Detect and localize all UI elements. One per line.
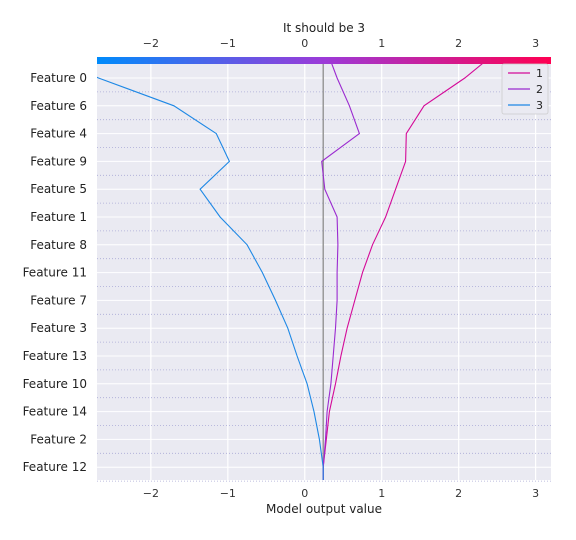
bottom-tick-label: −2 — [143, 487, 159, 500]
series-lines — [97, 63, 484, 480]
grid — [150, 63, 537, 480]
colorbar — [97, 57, 551, 64]
feature-label: Feature 10 — [23, 377, 87, 391]
feature-label: Feature 8 — [30, 238, 87, 252]
top-tick-labels: −2 −1 0 1 2 3 — [143, 37, 539, 50]
feature-label: Feature 1 — [30, 210, 87, 224]
bottom-tick-label: 3 — [532, 487, 539, 500]
feature-label: Feature 4 — [30, 127, 87, 141]
legend-label: 3 — [536, 99, 543, 112]
bottom-tick-label: 0 — [301, 487, 308, 500]
x-axis-label: Model output value — [266, 502, 382, 516]
top-tick-label: 2 — [455, 37, 462, 50]
feature-label: Feature 3 — [30, 321, 87, 335]
feature-label: Feature 7 — [30, 293, 87, 307]
series-line-3 — [97, 76, 324, 480]
feature-label: Feature 11 — [23, 266, 87, 280]
feature-label: Feature 5 — [30, 182, 87, 196]
feature-label: Feature 2 — [30, 432, 87, 446]
feature-labels: Feature 0 Feature 6 Feature 4 Feature 9 Feat… — [23, 71, 87, 474]
feature-label: Feature 12 — [23, 460, 87, 474]
top-tick-label: −1 — [220, 37, 236, 50]
bottom-tick-labels: −2 −1 0 1 2 3 — [143, 487, 539, 500]
top-tick-label: 0 — [301, 37, 308, 50]
feature-gridlines — [97, 77, 551, 482]
feature-label: Feature 9 — [30, 154, 87, 168]
series-line-1 — [322, 63, 484, 480]
top-tick-label: −2 — [143, 37, 159, 50]
bottom-tick-label: −1 — [220, 487, 236, 500]
top-tick-label: 3 — [532, 37, 539, 50]
feature-label: Feature 0 — [30, 71, 87, 85]
bottom-tick-label: 1 — [378, 487, 385, 500]
chart-title: It should be 3 — [283, 21, 365, 35]
legend-label: 1 — [536, 67, 543, 80]
series-line-2 — [321, 63, 361, 480]
legend-label: 2 — [536, 83, 543, 96]
feature-label: Feature 6 — [30, 99, 87, 113]
top-tick-label: 1 — [378, 37, 385, 50]
legend: 1 2 3 — [501, 63, 549, 115]
feature-label: Feature 13 — [23, 349, 87, 363]
feature-label: Feature 14 — [23, 405, 87, 419]
bottom-tick-label: 2 — [455, 487, 462, 500]
plot-background — [97, 63, 551, 480]
